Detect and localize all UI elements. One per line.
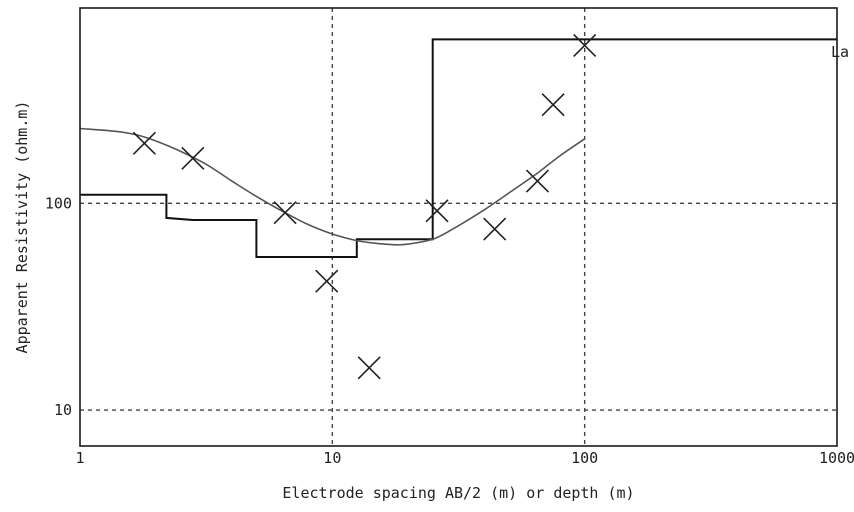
y-tick-label: 100 (45, 194, 72, 212)
data-point-stroke (425, 199, 449, 223)
data-point (357, 356, 381, 380)
y-tick-label: 10 (54, 401, 72, 419)
data-point (573, 33, 597, 58)
data-point-stroke (132, 131, 156, 155)
data-point-stroke (181, 146, 205, 170)
data-point (132, 131, 156, 155)
x-tick-label: 1000 (819, 449, 854, 467)
data-point (425, 199, 449, 223)
data-point-stroke (483, 217, 507, 241)
data-point (315, 269, 339, 293)
data-point-stroke (573, 33, 597, 58)
x-tick-label: 10 (323, 449, 341, 467)
data-point-stroke (357, 356, 381, 380)
data-point (181, 146, 205, 170)
data-point-stroke (315, 269, 339, 293)
data-point-stroke (273, 201, 297, 225)
data-point (525, 169, 550, 193)
x-axis-label: Electrode spacing AB/2 (m) or depth (m) (282, 484, 634, 502)
y-axis-label: Apparent Resistivity (ohm.m) (13, 101, 31, 354)
layer-model-line (80, 38, 837, 258)
observed-data-series (132, 33, 597, 380)
model-curve-series (79, 127, 586, 246)
layer-label: La (831, 43, 849, 61)
data-point (483, 217, 507, 241)
data-point-stroke (541, 93, 565, 117)
layer-model-series (80, 38, 837, 258)
x-tick-label: 1 (75, 449, 84, 467)
x-tick-label: 100 (571, 449, 598, 467)
data-point (273, 201, 297, 225)
data-point (541, 93, 565, 117)
grid-lines (80, 8, 837, 446)
model-curve-line (79, 127, 586, 246)
tick-labels: 1 10 100 1000 10 100 (45, 194, 854, 467)
data-point-stroke (525, 169, 550, 193)
plot-frame (79, 7, 838, 447)
